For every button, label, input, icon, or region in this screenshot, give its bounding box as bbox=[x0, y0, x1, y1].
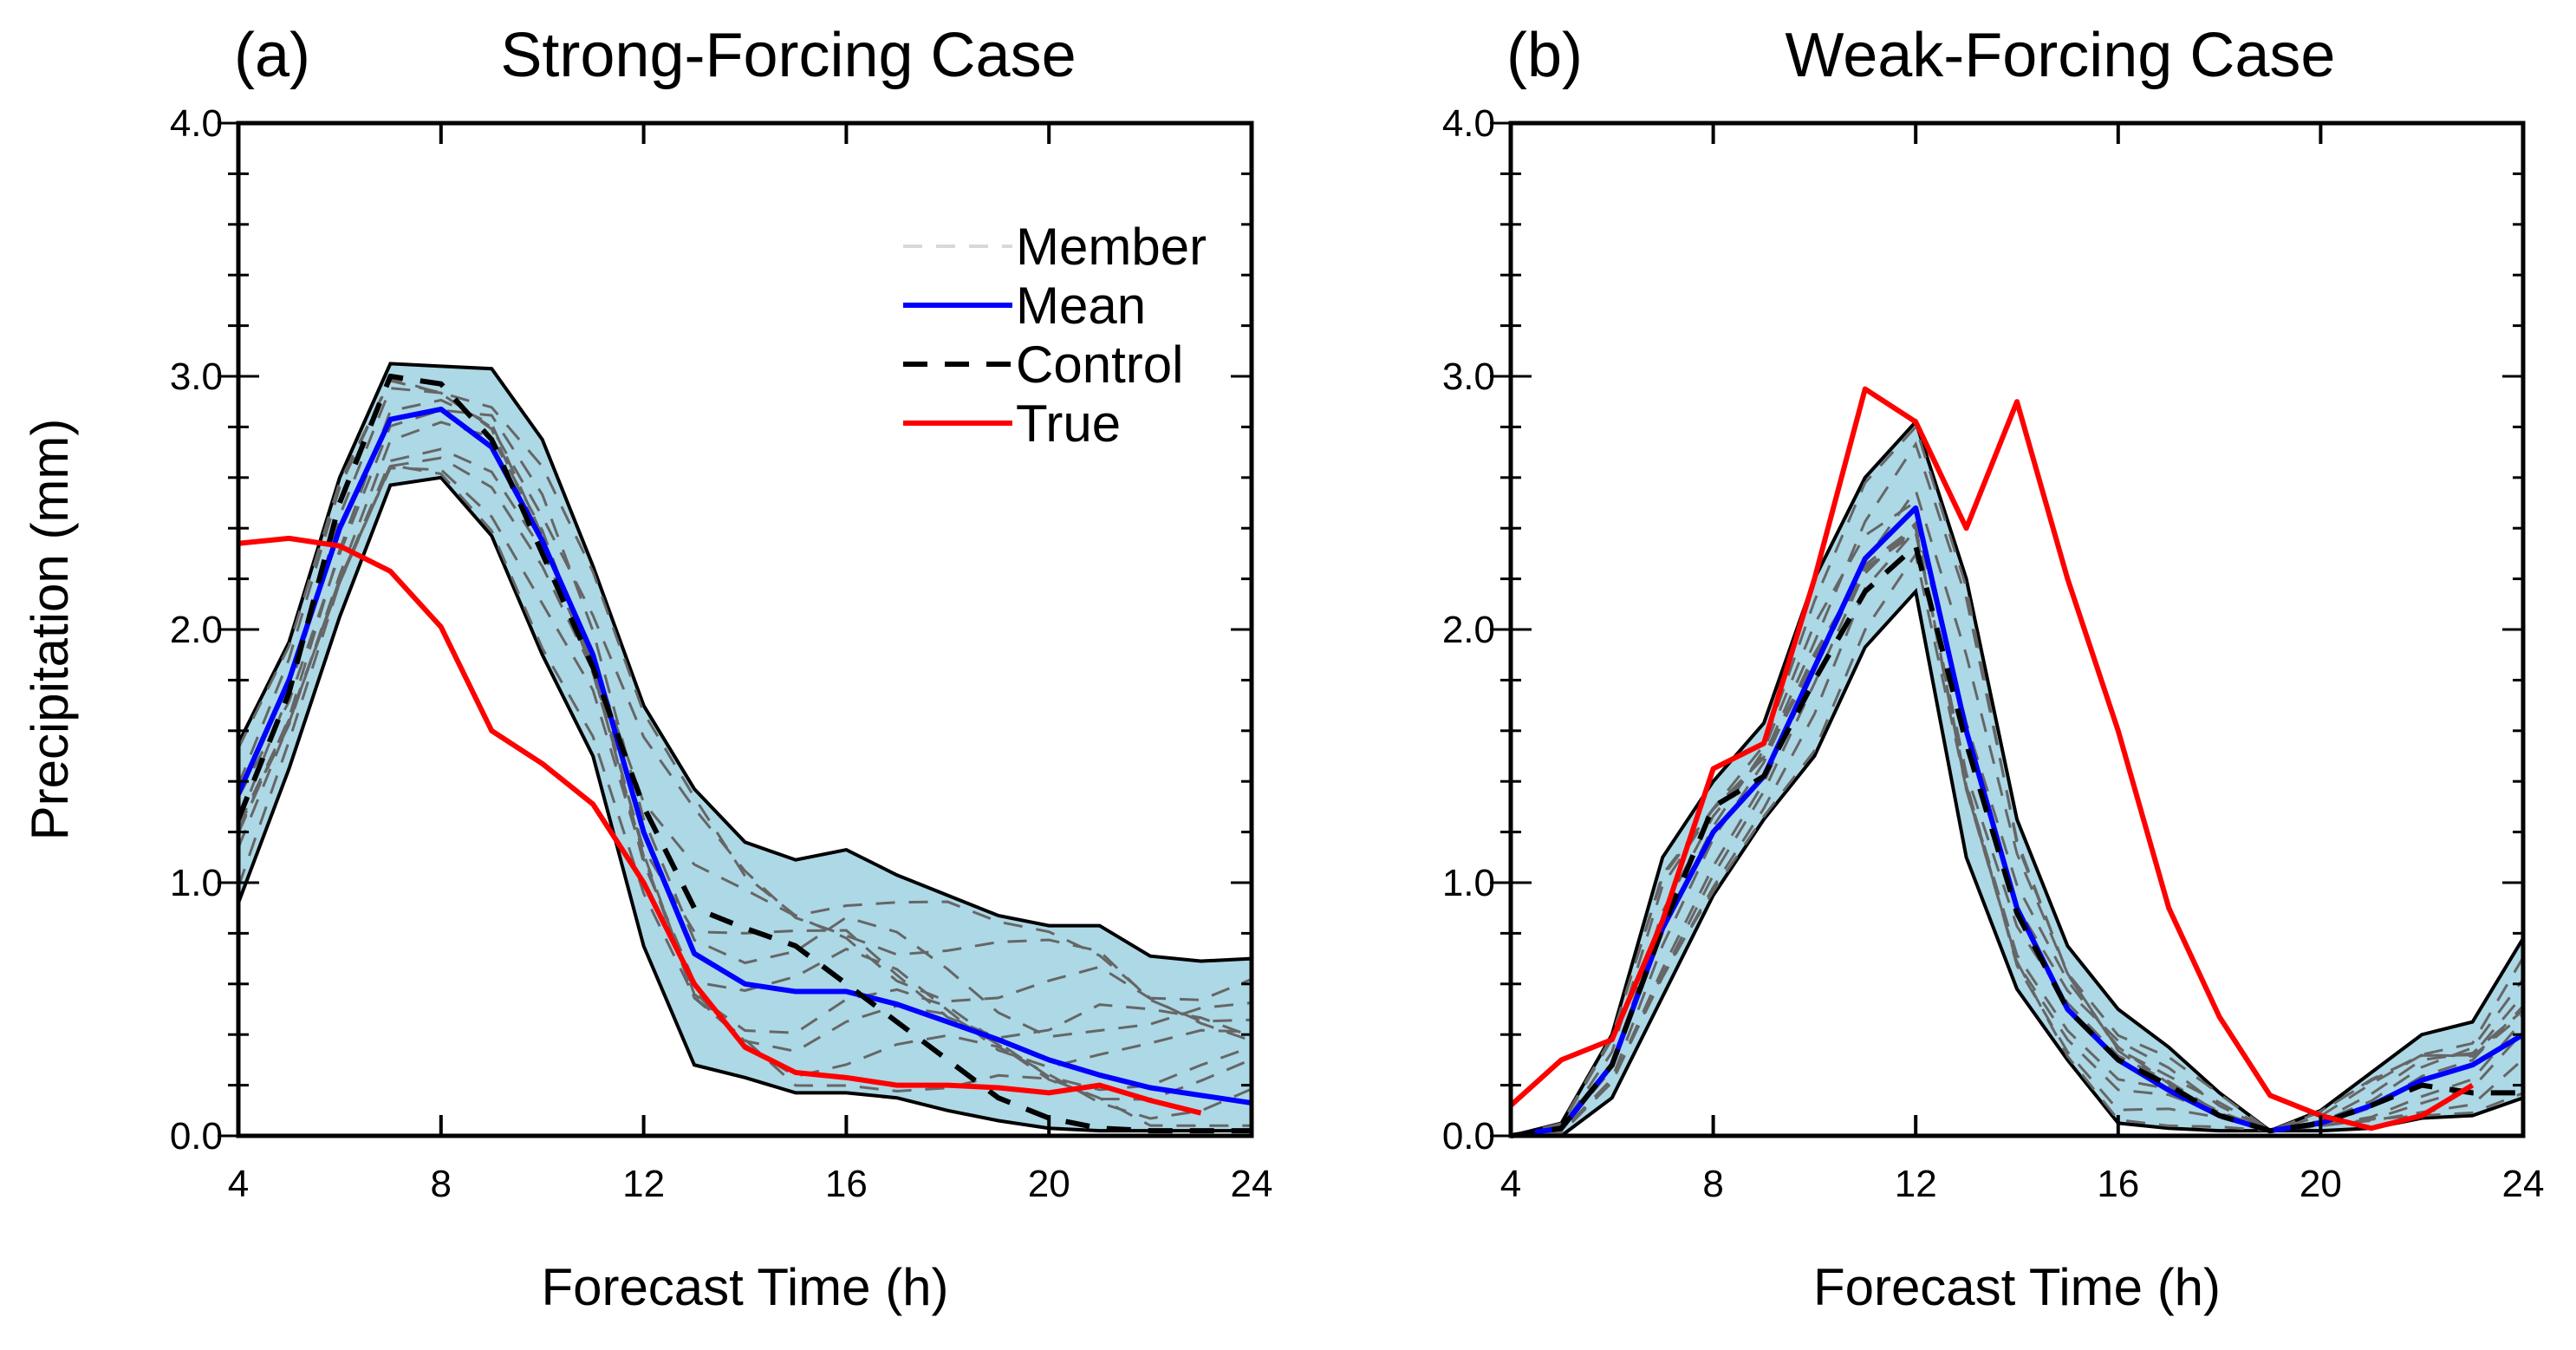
true-line bbox=[237, 535, 1202, 1116]
legend-label-member: Member bbox=[1016, 218, 1207, 276]
y-tick-label: 0.0 bbox=[170, 1115, 223, 1158]
true-line bbox=[1508, 386, 2475, 1132]
y-tick-label: 4.0 bbox=[1442, 102, 1495, 145]
ensemble-spread-envelope bbox=[237, 362, 1253, 1133]
x-tick-label: 4 bbox=[228, 1163, 249, 1205]
y-tick-label: 2.0 bbox=[1442, 609, 1495, 651]
control-line bbox=[236, 374, 1252, 1134]
y-tick-label: 3.0 bbox=[170, 355, 223, 398]
member-line bbox=[237, 447, 1252, 1092]
panel-a: 4 8 12 16 20 24 0.0 1.0 2.0 3.0 4.0 (a) Strong-Forci… bbox=[21, 21, 1272, 1316]
x-tick-label: 24 bbox=[1231, 1163, 1273, 1205]
x-axis-title: Forecast Time (h) bbox=[1813, 1258, 2221, 1316]
panel-label: (b) bbox=[1506, 21, 1583, 90]
member-line bbox=[1510, 440, 2525, 1138]
x-tick-label: 24 bbox=[2502, 1163, 2545, 1205]
x-tick-label: 12 bbox=[1895, 1163, 1937, 1205]
y-tick-label: 4.0 bbox=[170, 102, 223, 145]
member-line bbox=[237, 387, 1252, 1042]
member-line bbox=[1510, 525, 2525, 1138]
y-tick-label: 1.0 bbox=[1442, 862, 1495, 904]
member-line bbox=[1510, 520, 2524, 1138]
panel-b: 4 8 12 16 20 24 0.0 1.0 2.0 3.0 4.0 (b) Weak-Forcing… bbox=[1442, 21, 2545, 1316]
y-tick-label: 0.0 bbox=[1442, 1115, 1495, 1158]
x-tick-label: 20 bbox=[2300, 1163, 2342, 1205]
member-line bbox=[1510, 424, 2525, 1138]
panel-label: (a) bbox=[234, 21, 310, 90]
panel-title: Strong-Forcing Case bbox=[500, 21, 1076, 90]
member-line bbox=[237, 456, 1252, 1101]
x-tick-label: 8 bbox=[431, 1163, 452, 1205]
x-tick-label: 20 bbox=[1028, 1163, 1070, 1205]
legend-label-true: True bbox=[1016, 395, 1121, 453]
y-tick-label: 1.0 bbox=[170, 862, 223, 904]
mean-line bbox=[236, 406, 1252, 1106]
control-line bbox=[1510, 543, 2523, 1138]
y-axis-title: Precipitation (mm) bbox=[21, 419, 79, 841]
panel-title: Weak-Forcing Case bbox=[1786, 21, 2336, 90]
x-tick-label: 16 bbox=[825, 1163, 868, 1205]
ensemble-spread-envelope bbox=[1510, 418, 2525, 1138]
member-line bbox=[1510, 524, 2525, 1138]
y-tick-label: 3.0 bbox=[1442, 355, 1495, 398]
member-line bbox=[237, 379, 1252, 1001]
member-line bbox=[237, 463, 1252, 1127]
x-tick-label: 12 bbox=[622, 1163, 665, 1205]
x-axis-title: Forecast Time (h) bbox=[541, 1258, 948, 1316]
member-line bbox=[1510, 487, 2524, 1138]
x-tick-label: 8 bbox=[1702, 1163, 1723, 1205]
x-tick-label: 4 bbox=[1500, 1163, 1521, 1205]
member-line bbox=[237, 421, 1252, 1069]
legend-label-control: Control bbox=[1016, 336, 1183, 394]
legend-label-mean: Mean bbox=[1016, 277, 1146, 335]
member-line bbox=[237, 398, 1252, 1040]
x-tick-label: 16 bbox=[2097, 1163, 2139, 1205]
member-line bbox=[237, 408, 1252, 1039]
y-tick-label: 2.0 bbox=[170, 609, 223, 651]
